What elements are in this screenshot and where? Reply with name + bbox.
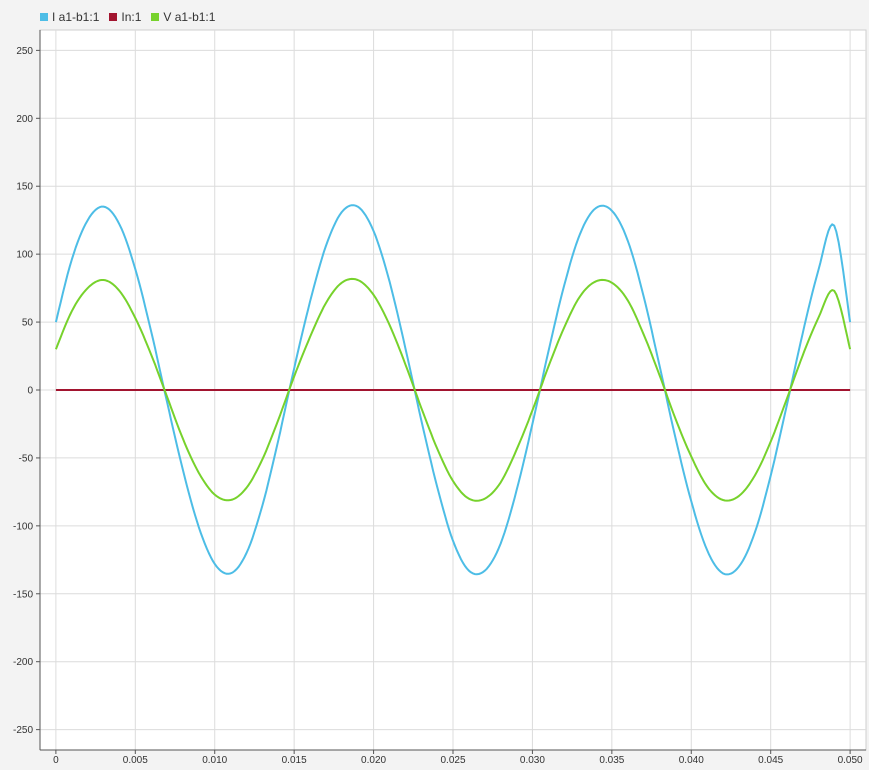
legend-swatch: [151, 13, 160, 21]
x-tick-label: 0.040: [679, 755, 704, 766]
x-tick-label: 0.005: [123, 755, 148, 766]
y-tick-label: 250: [16, 46, 33, 57]
y-tick-label: 200: [16, 114, 33, 125]
x-tick-label: 0.020: [361, 755, 386, 766]
legend-swatch: [109, 13, 118, 21]
x-tick-label: 0.030: [520, 755, 545, 766]
y-tick-label: 50: [22, 318, 34, 329]
x-tick-label: 0.025: [440, 755, 465, 766]
x-tick-label: 0.015: [282, 755, 307, 766]
y-tick-label: 0: [27, 386, 33, 397]
y-tick-label: -250: [13, 725, 33, 736]
y-tick-label: -150: [13, 589, 33, 600]
y-tick-label: 100: [16, 250, 33, 261]
y-tick-label: 150: [16, 182, 33, 193]
x-tick-label: 0.010: [202, 755, 227, 766]
series-line-i-a1-b1-1: [54, 204, 852, 576]
legend-label: In:1: [121, 10, 142, 24]
legend-item-in-1[interactable]: In:1: [109, 10, 141, 24]
series-line-v-a1-b1-1: [54, 277, 852, 502]
y-tick-label: -200: [13, 657, 33, 668]
legend-swatch: [40, 13, 48, 21]
legend: I a1-b1:1 In:1 V a1-b1:1: [40, 8, 215, 26]
y-tick-label: -100: [13, 521, 33, 532]
legend-item-i-a1-b1-1[interactable]: I a1-b1:1: [40, 10, 99, 24]
y-tick-label: -50: [19, 453, 34, 464]
x-tick-label: 0.035: [599, 755, 624, 766]
x-tick-label: 0.045: [758, 755, 783, 766]
x-tick-label: 0: [53, 755, 59, 766]
legend-label: I a1-b1:1: [52, 10, 100, 24]
x-tick-label: 0.050: [838, 755, 863, 766]
legend-item-v-a1-b1-1[interactable]: V a1-b1:1: [151, 10, 215, 24]
legend-label: V a1-b1:1: [163, 10, 216, 24]
